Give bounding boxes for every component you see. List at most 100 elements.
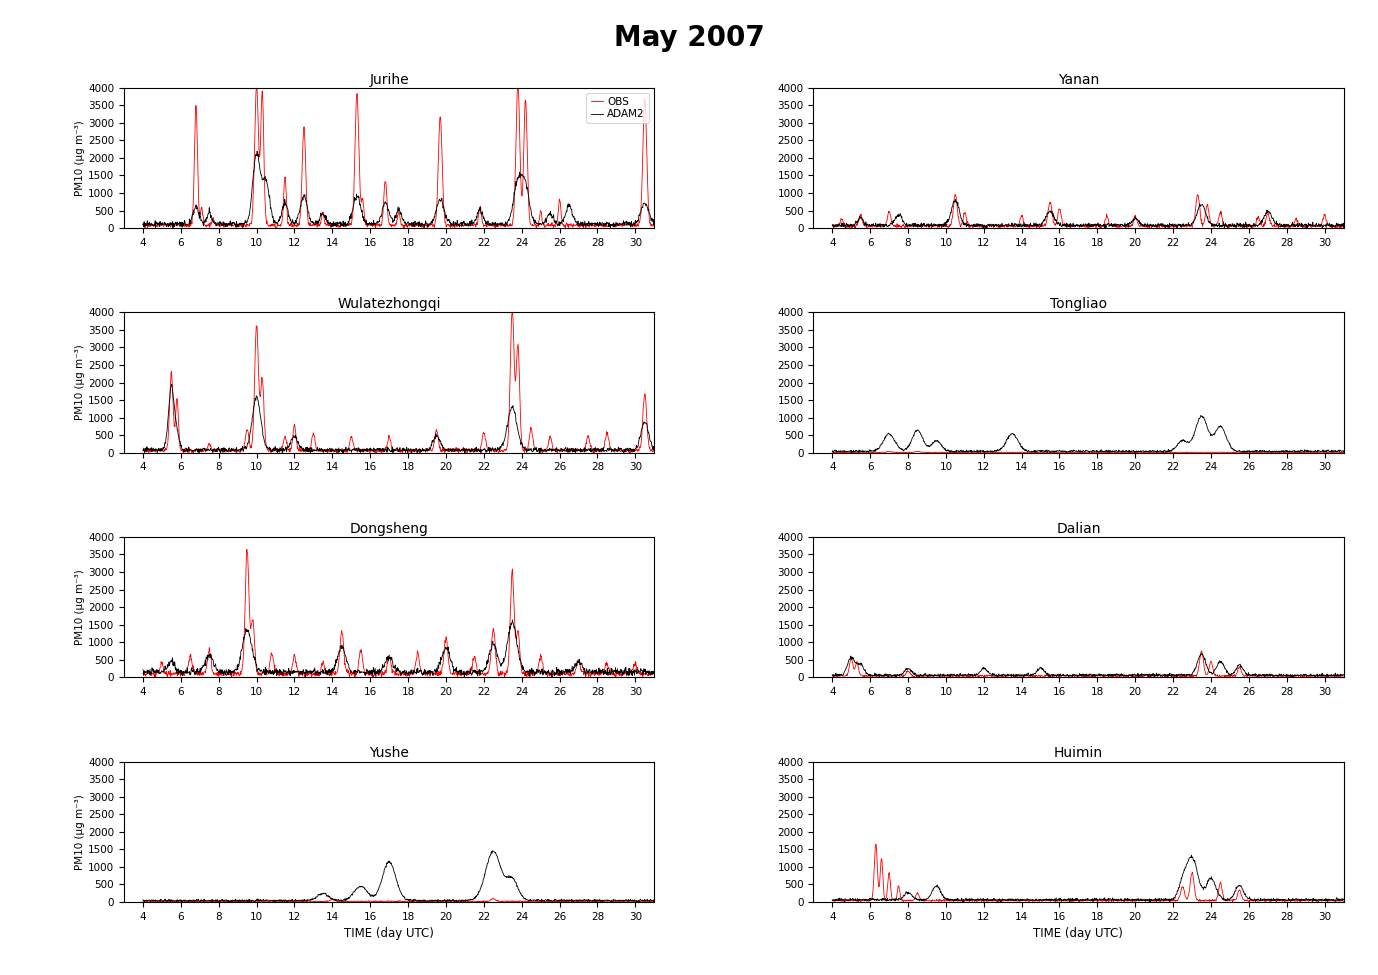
ADAM2	[485, 845, 502, 857]
ADAM2	[168, 662, 185, 674]
ADAM2	[857, 665, 874, 677]
OBS	[248, 82, 265, 94]
Line: ADAM2: ADAM2	[143, 151, 655, 227]
OBS	[1182, 671, 1199, 682]
ADAM2	[1184, 849, 1200, 861]
OBS	[824, 447, 841, 458]
ADAM2	[427, 894, 444, 906]
OBS	[824, 218, 841, 230]
OBS	[947, 188, 963, 200]
ADAM2	[1116, 893, 1133, 905]
OBS	[135, 668, 152, 680]
Line: ADAM2: ADAM2	[832, 855, 1344, 902]
Line: ADAM2: ADAM2	[832, 200, 1344, 228]
OBS	[168, 393, 185, 405]
OBS	[1335, 447, 1352, 458]
ADAM2	[1335, 222, 1352, 234]
ADAM2	[1299, 222, 1316, 234]
ADAM2	[1209, 423, 1225, 435]
ADAM2	[824, 446, 841, 457]
OBS	[427, 666, 444, 678]
OBS	[1209, 447, 1225, 458]
Line: OBS: OBS	[143, 549, 655, 678]
ADAM2	[1193, 410, 1210, 421]
OBS	[1116, 670, 1133, 682]
ADAM2	[168, 218, 185, 230]
ADAM2	[493, 219, 510, 231]
OBS	[1299, 671, 1316, 682]
OBS	[520, 174, 536, 185]
ADAM2	[298, 672, 314, 683]
OBS	[1193, 645, 1210, 657]
ADAM2	[493, 660, 510, 672]
ADAM2	[427, 433, 444, 445]
ADAM2	[824, 219, 841, 231]
Line: ADAM2: ADAM2	[143, 620, 655, 678]
OBS	[914, 222, 930, 234]
ADAM2	[857, 218, 874, 230]
Y-axis label: PM10 (μg m⁻³): PM10 (μg m⁻³)	[76, 344, 85, 420]
OBS	[646, 219, 663, 231]
OBS	[1299, 220, 1316, 232]
ADAM2	[168, 895, 185, 907]
OBS	[520, 443, 536, 454]
ADAM2	[858, 895, 875, 907]
ADAM2	[610, 894, 627, 906]
Title: Yanan: Yanan	[1058, 72, 1100, 87]
ADAM2	[1061, 896, 1078, 908]
ADAM2	[504, 614, 521, 626]
OBS	[160, 896, 176, 908]
ADAM2	[1299, 670, 1316, 682]
ADAM2	[493, 439, 510, 450]
OBS	[238, 543, 255, 555]
ADAM2	[135, 218, 152, 230]
OBS	[824, 669, 841, 681]
OBS	[402, 447, 419, 458]
ADAM2	[646, 443, 663, 454]
ADAM2	[610, 444, 627, 455]
ADAM2	[168, 663, 185, 675]
OBS	[1209, 670, 1225, 682]
OBS	[988, 672, 1005, 683]
Legend: OBS, ADAM2: OBS, ADAM2	[587, 93, 649, 124]
ADAM2	[824, 669, 841, 681]
X-axis label: TIME (day UTC): TIME (day UTC)	[1034, 927, 1123, 940]
OBS	[135, 896, 152, 908]
ADAM2	[1182, 670, 1199, 682]
OBS	[1182, 219, 1199, 231]
ADAM2	[427, 664, 444, 676]
Y-axis label: PM10 (μg m⁻³): PM10 (μg m⁻³)	[76, 794, 85, 870]
OBS	[858, 895, 875, 907]
OBS	[168, 895, 185, 907]
ADAM2	[646, 669, 663, 681]
ADAM2	[1299, 217, 1316, 229]
Title: Dalian: Dalian	[1056, 522, 1101, 535]
Title: Dongsheng: Dongsheng	[350, 522, 429, 535]
X-axis label: TIME (day UTC): TIME (day UTC)	[344, 927, 434, 940]
ADAM2	[249, 145, 266, 157]
ADAM2	[858, 445, 875, 456]
ADAM2	[857, 893, 874, 905]
ADAM2	[168, 894, 185, 906]
Y-axis label: PM10 (μg m⁻³): PM10 (μg m⁻³)	[76, 120, 85, 196]
OBS	[168, 409, 185, 420]
OBS	[857, 220, 874, 232]
OBS	[427, 429, 444, 441]
OBS	[646, 444, 663, 455]
OBS	[991, 896, 1007, 908]
OBS	[168, 667, 185, 679]
Line: OBS: OBS	[832, 844, 1344, 902]
OBS	[364, 672, 380, 683]
ADAM2	[1209, 660, 1225, 672]
ADAM2	[1061, 672, 1078, 683]
OBS	[1116, 895, 1133, 907]
OBS	[504, 306, 521, 318]
Line: OBS: OBS	[832, 451, 1344, 452]
Title: Wulatezhongqi: Wulatezhongqi	[338, 297, 441, 311]
OBS	[858, 670, 875, 682]
OBS	[868, 838, 885, 850]
OBS	[1116, 447, 1133, 458]
OBS	[168, 220, 185, 232]
ADAM2	[335, 447, 351, 458]
OBS	[857, 447, 874, 458]
